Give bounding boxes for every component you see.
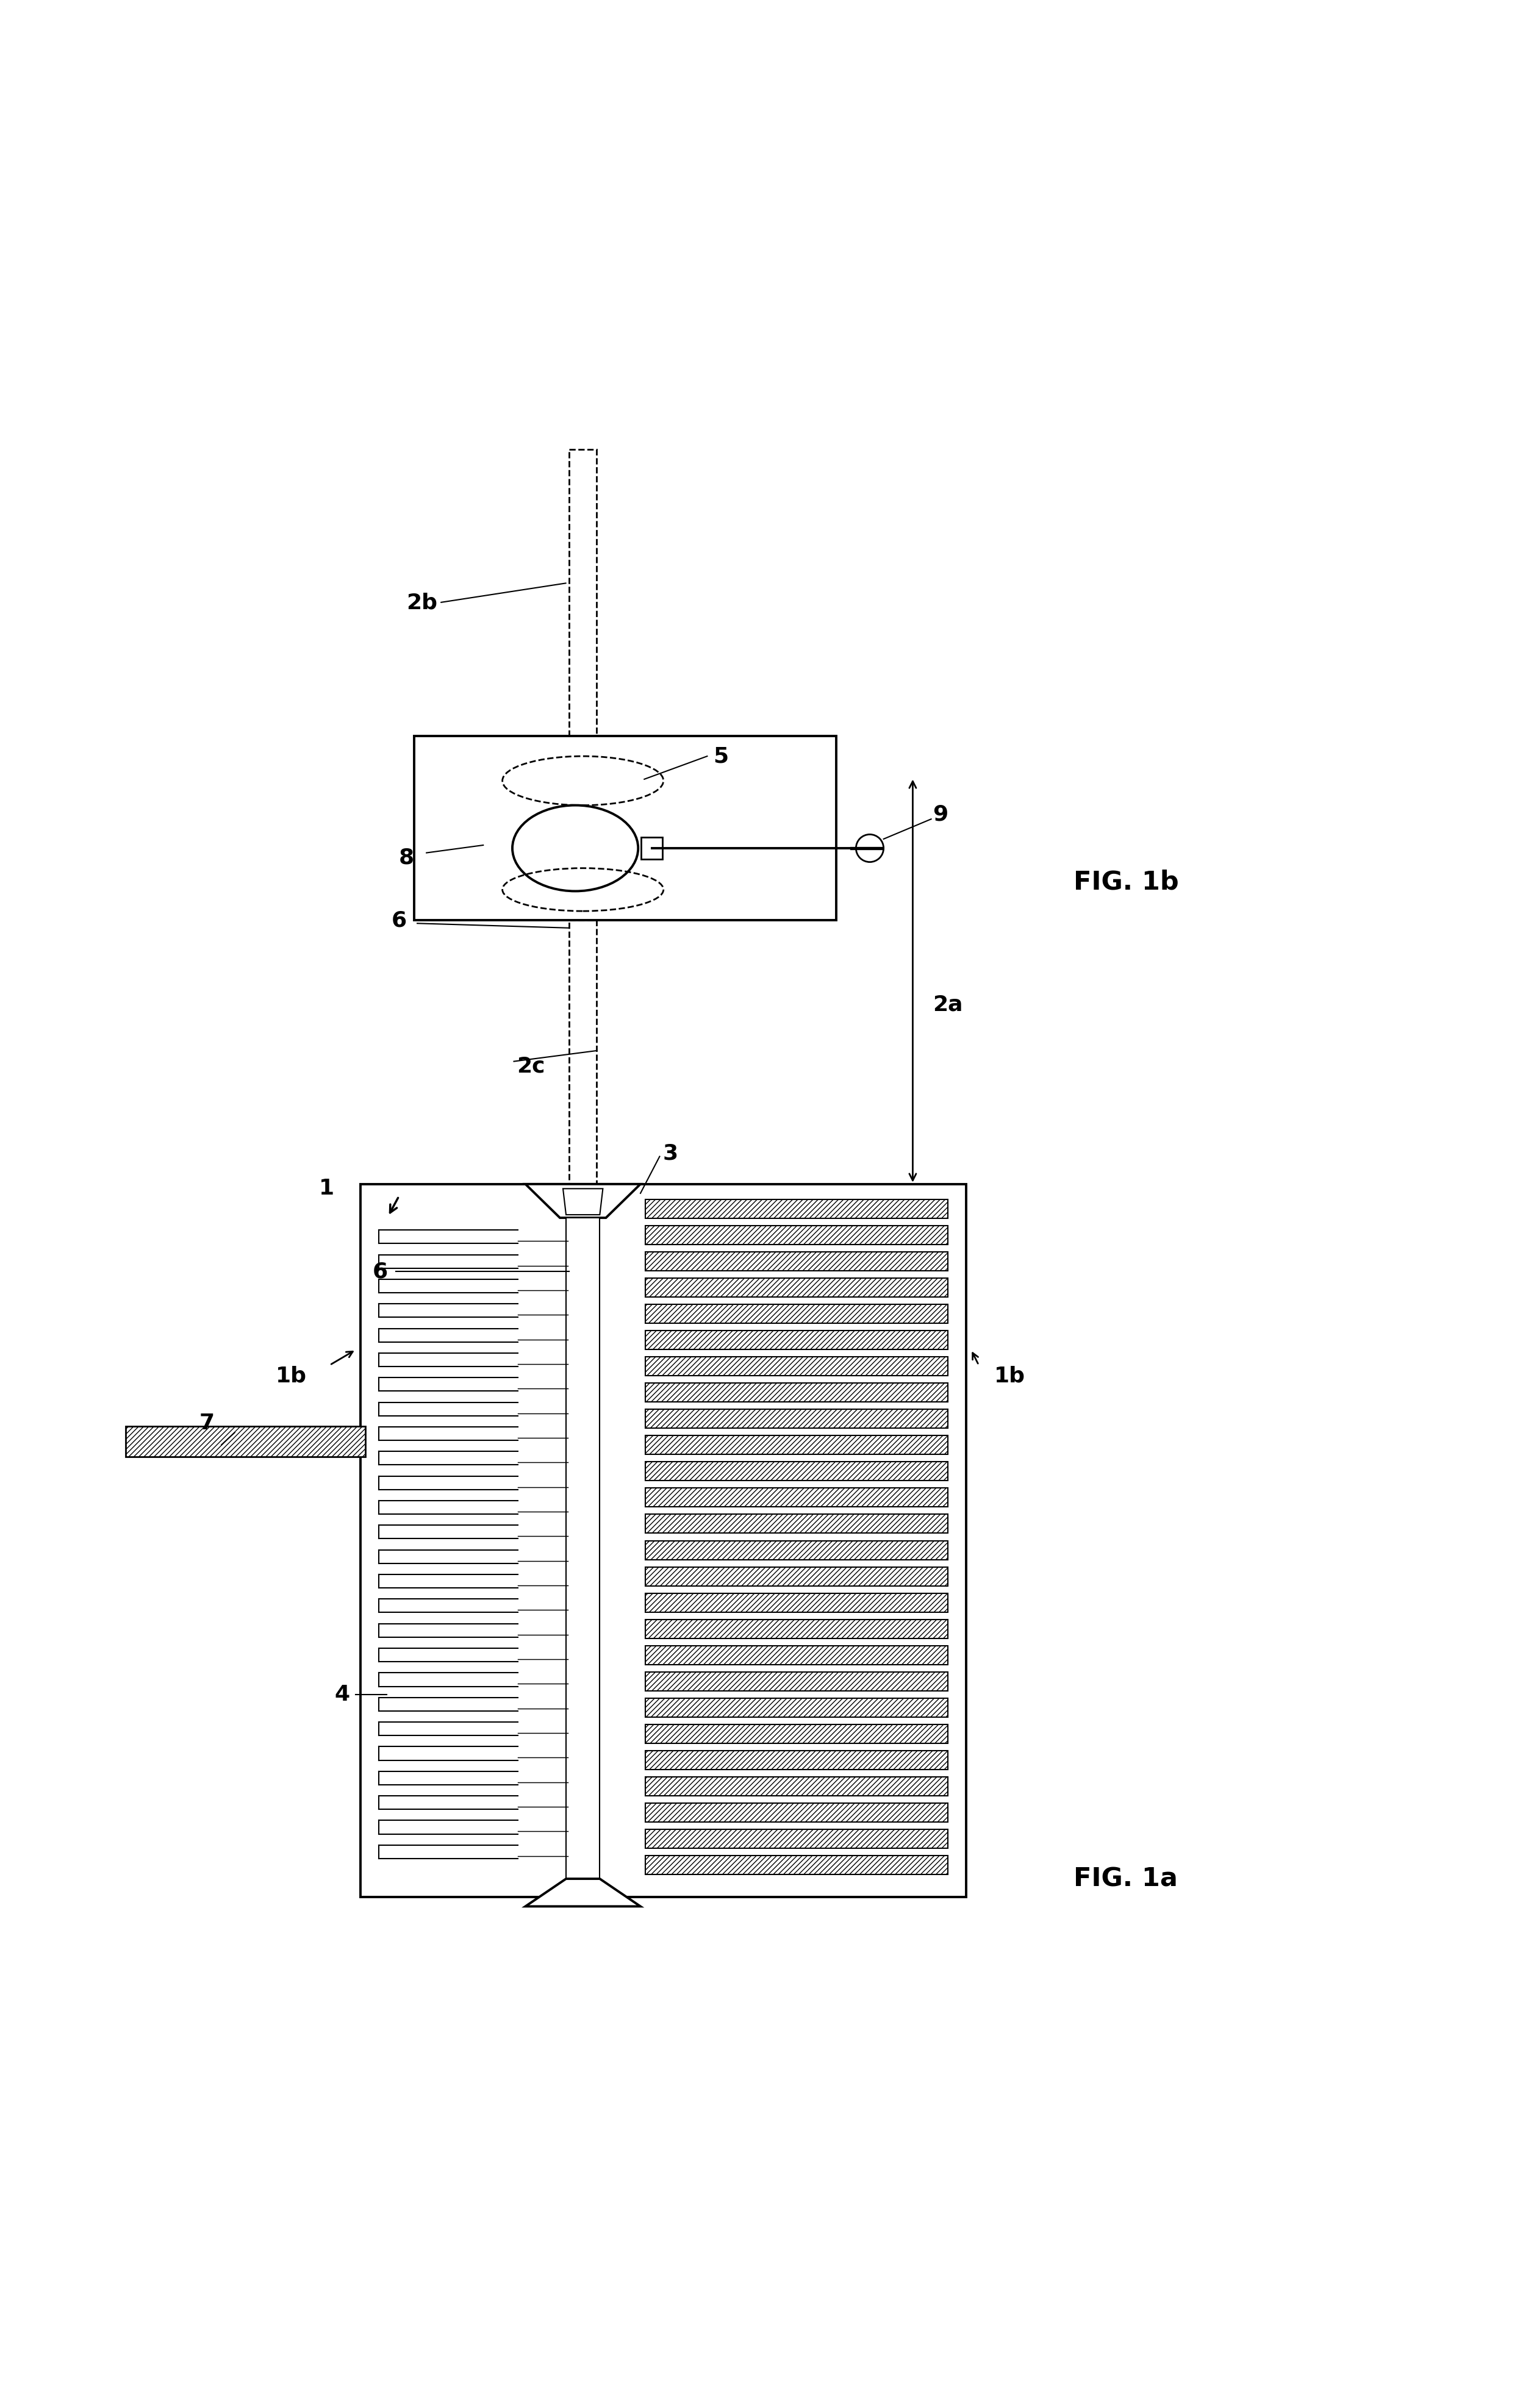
Text: 1: 1 <box>319 1178 334 1199</box>
Bar <box>644 1332 948 1348</box>
Bar <box>126 1426 365 1457</box>
Bar <box>644 1568 948 1587</box>
Text: 3: 3 <box>663 1144 678 1163</box>
Text: 7: 7 <box>199 1413 215 1433</box>
Bar <box>644 1252 948 1271</box>
Bar <box>644 1462 948 1481</box>
Bar <box>644 1279 948 1298</box>
Text: 1b: 1b <box>994 1365 1025 1387</box>
Bar <box>644 1435 948 1454</box>
Bar <box>644 1724 948 1743</box>
Bar <box>644 1777 948 1796</box>
Bar <box>644 1830 948 1849</box>
Ellipse shape <box>512 804 638 891</box>
Text: FIG. 1b: FIG. 1b <box>1074 869 1180 896</box>
Bar <box>644 1488 948 1507</box>
Bar <box>644 1356 948 1375</box>
Text: 6: 6 <box>391 910 407 929</box>
Text: 9: 9 <box>933 804 948 826</box>
Bar <box>644 1541 948 1560</box>
Text: 2b: 2b <box>407 583 566 614</box>
Text: FIG. 1a: FIG. 1a <box>1074 1866 1178 1893</box>
Text: 2c: 2c <box>517 1055 545 1076</box>
Text: 8: 8 <box>399 848 414 867</box>
Bar <box>644 1751 948 1770</box>
Polygon shape <box>360 1185 966 1898</box>
Bar <box>644 1226 948 1245</box>
Bar <box>644 1857 948 1873</box>
Polygon shape <box>525 1878 641 1907</box>
Bar <box>644 1671 948 1690</box>
Bar <box>644 1698 948 1717</box>
Bar <box>644 1618 948 1637</box>
Bar <box>644 1199 948 1218</box>
Bar <box>644 1594 948 1611</box>
Bar <box>641 838 663 860</box>
Text: 2a: 2a <box>933 995 963 1016</box>
Text: 1b: 1b <box>276 1365 307 1387</box>
Bar <box>566 1218 600 1878</box>
Bar <box>644 1409 948 1428</box>
Text: 5: 5 <box>713 746 729 766</box>
Polygon shape <box>563 1190 603 1214</box>
Bar <box>644 1804 948 1823</box>
Text: 6: 6 <box>373 1262 388 1281</box>
Text: 4: 4 <box>334 1683 350 1705</box>
Bar <box>644 1305 948 1324</box>
Bar <box>644 1515 948 1534</box>
Bar <box>644 1645 948 1664</box>
Bar <box>644 1382 948 1401</box>
Polygon shape <box>414 737 836 920</box>
Polygon shape <box>525 1185 641 1218</box>
